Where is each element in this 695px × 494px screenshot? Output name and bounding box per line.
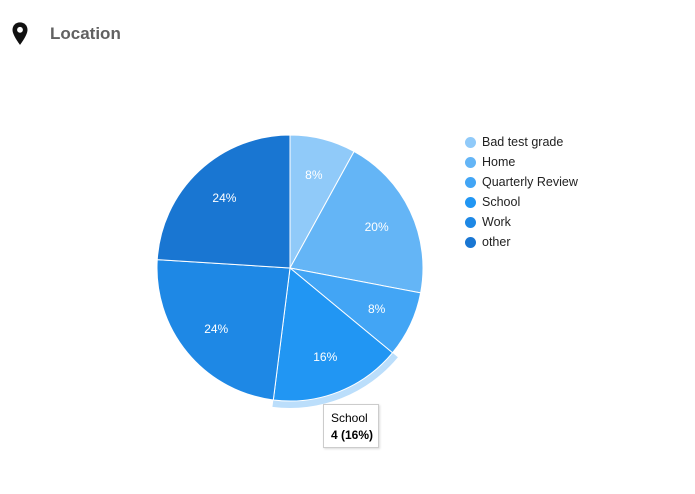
section-header: Location	[10, 20, 121, 48]
pie-slice-school[interactable]	[272, 267, 394, 402]
legend-swatch-icon	[465, 156, 476, 168]
legend-swatch-icon	[465, 176, 476, 188]
slice-label: 20%	[365, 220, 389, 234]
legend-label: Work	[482, 215, 511, 229]
slice-label: 24%	[212, 191, 236, 205]
legend-item[interactable]: other	[465, 232, 578, 252]
legend-swatch-icon	[465, 196, 476, 208]
chart-tooltip: School 4 (16%)	[323, 404, 379, 448]
legend-item[interactable]: Bad test grade	[465, 132, 578, 152]
slice-label: 8%	[305, 168, 323, 182]
slice-highlight-ring	[272, 352, 398, 408]
legend-swatch-icon	[465, 136, 476, 148]
slice-label: 16%	[313, 350, 337, 364]
legend-label: Bad test grade	[482, 135, 564, 149]
legend-item[interactable]: School	[465, 192, 578, 212]
pie-slice-work[interactable]	[156, 259, 291, 401]
legend-item[interactable]: Quarterly Review	[465, 172, 578, 192]
legend-label: Home	[482, 155, 516, 169]
legend-swatch-icon	[465, 236, 476, 248]
pie-slice-home[interactable]	[289, 150, 424, 294]
slice-label: 8%	[368, 302, 386, 316]
legend-label: other	[482, 235, 511, 249]
map-pin-icon	[12, 22, 28, 45]
tooltip-label: School	[331, 411, 368, 425]
tooltip-value: 4 (16%)	[331, 428, 374, 442]
chart-legend: Bad test grade Home Quarterly Review School…	[465, 132, 578, 252]
slice-label: 24%	[204, 322, 228, 336]
pie-slice-other[interactable]	[156, 134, 291, 269]
legend-item[interactable]: Home	[465, 152, 578, 172]
legend-swatch-icon	[465, 216, 476, 228]
legend-item[interactable]: Work	[465, 212, 578, 232]
legend-label: Quarterly Review	[482, 175, 578, 189]
section-title: Location	[50, 24, 121, 43]
legend-label: School	[482, 195, 521, 209]
